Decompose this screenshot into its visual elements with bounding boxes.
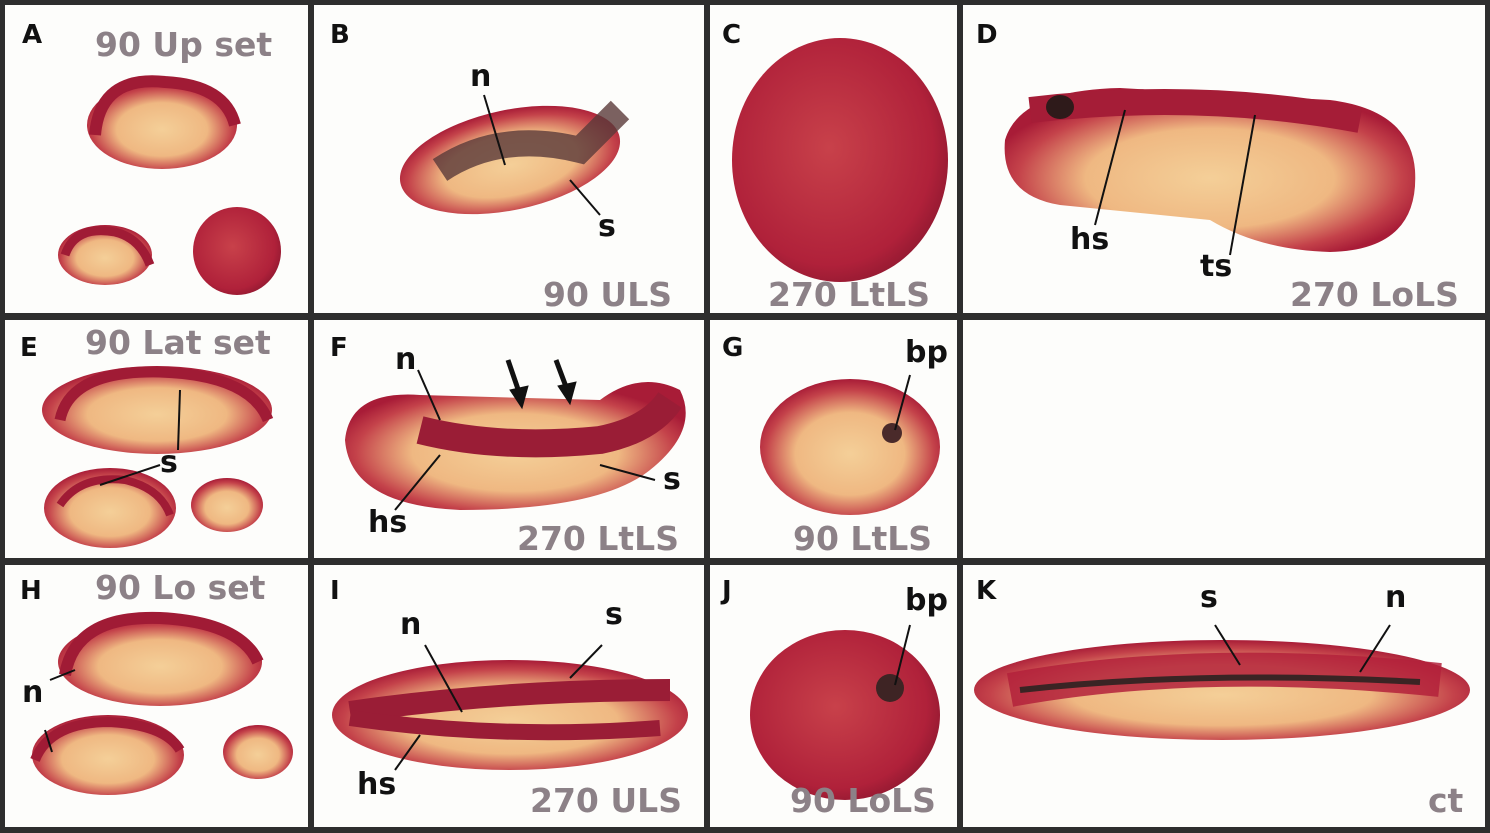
annotation-s: s	[1200, 580, 1218, 615]
panel-letter: A	[22, 20, 43, 50]
panel-letter: H	[20, 576, 42, 606]
annotation-s: s	[663, 462, 681, 497]
panel-letter: G	[722, 333, 744, 363]
annotation-s: s	[598, 209, 616, 244]
condition-label: 90 Lat set	[85, 323, 271, 362]
embryo-b	[399, 105, 621, 215]
panel-letter: F	[330, 333, 348, 363]
condition-label: 90 Lo set	[95, 568, 266, 607]
annotation-bp: bp	[905, 335, 948, 370]
panel-letter: K	[976, 576, 997, 606]
annotation-n: n	[22, 675, 44, 710]
panel-letter: B	[330, 20, 350, 50]
embryo-h-round	[223, 725, 293, 779]
annotation-n: n	[1385, 580, 1407, 615]
panel-letter: C	[722, 20, 742, 50]
annotation-hs: hs	[357, 767, 397, 802]
condition-label: 90 LtLS	[793, 519, 933, 558]
embryo-c	[732, 38, 948, 282]
condition-label: 270 ULS	[530, 781, 682, 820]
embryo-g	[760, 379, 940, 515]
annotation-hs: hs	[368, 505, 408, 540]
condition-label: 270 LtLS	[517, 519, 679, 558]
arrow-icons	[505, 359, 577, 410]
embryo-e-round	[191, 478, 263, 532]
panel-letter: J	[722, 576, 732, 606]
annotation-n: n	[395, 342, 417, 377]
panel-letter: D	[976, 20, 998, 50]
condition-label: 90 Up set	[95, 25, 273, 64]
annotation-hs: hs	[1070, 222, 1110, 257]
panel-letter: E	[20, 333, 38, 363]
condition-label: 90 ULS	[543, 275, 673, 314]
annotation-n: n	[470, 59, 492, 94]
annotation-s: s	[605, 597, 623, 632]
embryo-d	[1004, 88, 1416, 252]
condition-label: ct	[1428, 781, 1464, 820]
embryo-j	[750, 630, 940, 800]
embryo-h-large	[58, 618, 262, 706]
condition-label: 270 LoLS	[1290, 275, 1459, 314]
annotation-s: s	[160, 445, 178, 480]
annotation-n: n	[400, 607, 422, 642]
embryo-a-round	[193, 207, 281, 295]
panel-letter: I	[330, 576, 340, 606]
embryo-h-small	[32, 715, 184, 795]
panel-empty	[963, 320, 1485, 558]
embryo-a-large	[87, 81, 237, 169]
condition-label: 90 LoLS	[790, 781, 936, 820]
embryo-e-large	[42, 366, 272, 454]
pointer-lines	[44, 94, 1391, 771]
condition-label: 270 LtLS	[768, 275, 930, 314]
annotation-bp: bp	[905, 583, 948, 618]
annotation-ts: ts	[1200, 249, 1233, 284]
